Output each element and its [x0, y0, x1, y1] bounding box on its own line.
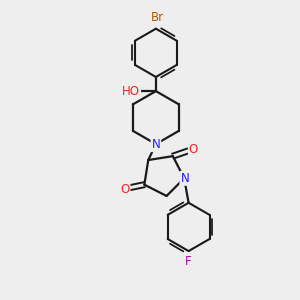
- Text: N: N: [152, 138, 160, 151]
- Text: O: O: [120, 183, 130, 196]
- Text: HO: HO: [122, 85, 140, 98]
- Text: N: N: [180, 172, 189, 185]
- Text: Br: Br: [151, 11, 164, 24]
- Text: O: O: [189, 143, 198, 156]
- Text: F: F: [185, 255, 192, 268]
